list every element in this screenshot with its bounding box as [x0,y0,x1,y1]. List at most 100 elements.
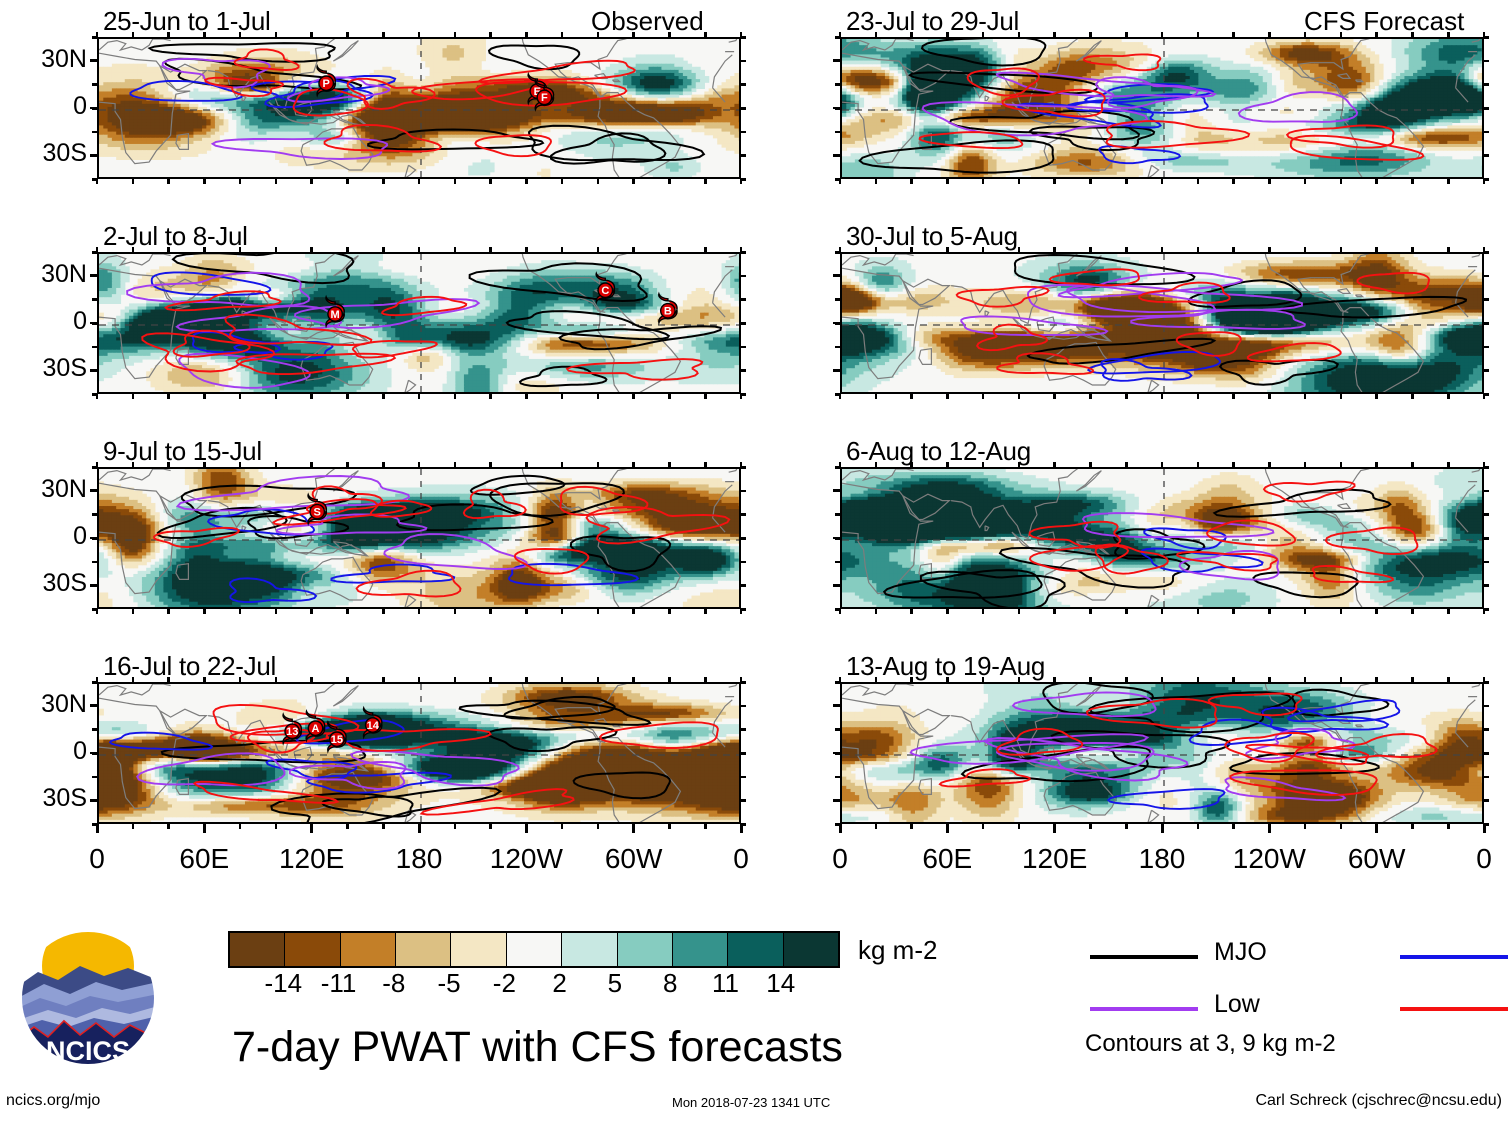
colorbar-tick-2: -8 [354,968,434,999]
x-axis-label-right-4: 120W [1199,843,1339,875]
y-minor-tick [1483,154,1489,157]
y-minor-tick [92,752,98,755]
x-minor-tick [1089,393,1092,399]
map-plot-obs-3: S [97,467,741,609]
y-minor-tick [1483,369,1489,372]
x-minor-tick [1447,462,1450,468]
contour-er [955,268,1430,375]
x-minor-tick [1053,677,1056,683]
x-minor-tick [346,393,349,399]
x-minor-tick [489,247,492,253]
storm-marker-P: P [316,63,337,98]
x-minor-tick [1339,677,1343,683]
x-axis-label-left-4: 120W [456,843,596,875]
x-minor-tick [489,32,492,38]
x-minor-tick [596,178,600,184]
x-minor-tick [874,32,878,38]
x-minor-tick [1232,608,1235,614]
x-minor-tick [946,608,949,614]
map-plot-fcst-3 [840,467,1484,609]
x-minor-tick [1232,823,1235,829]
x-minor-tick [1125,677,1128,683]
x-minor-tick [1232,32,1235,38]
x-minor-tick [310,608,313,614]
y-minor-tick [835,59,841,63]
x-minor-tick [1089,178,1092,184]
y-minor-tick [835,345,841,349]
colorbar-swatch-7 [616,933,672,966]
x-minor-tick [874,178,878,184]
x-minor-tick [910,178,913,184]
y-minor-tick [835,322,841,325]
colorbar-swatch-1 [284,933,340,966]
x-major-tick [1482,824,1486,833]
storm-label-text: M [331,309,340,321]
y-minor-tick [835,298,841,301]
map-plot-fcst-4 [840,682,1484,824]
x-minor-tick [704,608,707,614]
y-minor-tick [740,83,746,86]
legend-line-kelvin-x2 [1400,955,1508,959]
y-minor-tick [740,298,746,301]
y-minor-tick [1483,466,1489,469]
y-minor-tick [740,775,746,779]
y-minor-tick [740,823,746,826]
x-major-tick [945,824,949,833]
x-minor-tick [417,247,421,253]
x-minor-tick [1411,247,1414,253]
pwat-anomaly-shading [842,39,1482,177]
x-minor-tick [274,247,278,253]
x-minor-tick [910,608,913,614]
x-axis-label-left-6: 0 [671,843,811,875]
x-minor-tick [525,608,528,614]
y-minor-tick [1483,298,1489,301]
x-major-tick [739,824,743,833]
coastlines [842,39,1481,177]
x-minor-tick [981,823,985,829]
x-minor-tick [489,462,492,468]
storm-label-text: C [601,285,609,297]
x-minor-tick [910,677,913,683]
y-minor-tick [92,178,98,181]
y-minor-tick [740,560,746,564]
x-minor-tick [596,677,600,683]
x-minor-tick [981,32,985,38]
x-major-tick [202,824,206,833]
x-minor-tick [203,178,206,184]
pwat-anomaly-shading [842,254,1482,392]
x-minor-tick [1339,32,1343,38]
x-axis-label-left-1: 60E [134,843,274,875]
x-minor-tick [1303,393,1307,399]
footer-site-link[interactable]: ncics.org/mjo [6,1092,100,1110]
y-minor-tick [92,251,98,254]
x-minor-tick [238,32,242,38]
contour-low [175,475,529,570]
y-minor-tick [835,154,841,157]
x-minor-tick [417,608,421,614]
ncics-logo: NCICS [18,928,158,1068]
storm-label-text: A [312,723,320,735]
x-axis-label-left-0: 0 [27,843,167,875]
x-minor-tick [131,608,135,614]
contour-er [204,48,637,158]
y-minor-tick [1483,608,1489,611]
x-minor-tick [1089,677,1092,683]
storm-markers: P EF [316,63,555,112]
x-minor-tick [417,32,421,38]
x-minor-tick [596,462,600,468]
x-minor-tick [310,462,313,468]
y-minor-tick [92,728,98,731]
storm-label-text: 15 [331,734,343,746]
y-axis-label-30S: 30S [0,139,87,168]
x-major-tick [95,824,99,833]
x-major-tick [1160,824,1164,833]
x-minor-tick [1196,393,1200,399]
x-minor-tick [1232,462,1235,468]
x-minor-tick [382,608,385,614]
x-minor-tick [632,247,635,253]
x-minor-tick [1089,608,1092,614]
x-minor-tick [1339,608,1343,614]
x-minor-tick [525,393,528,399]
storm-marker-15: 15 [327,719,347,754]
x-minor-tick [1125,608,1128,614]
